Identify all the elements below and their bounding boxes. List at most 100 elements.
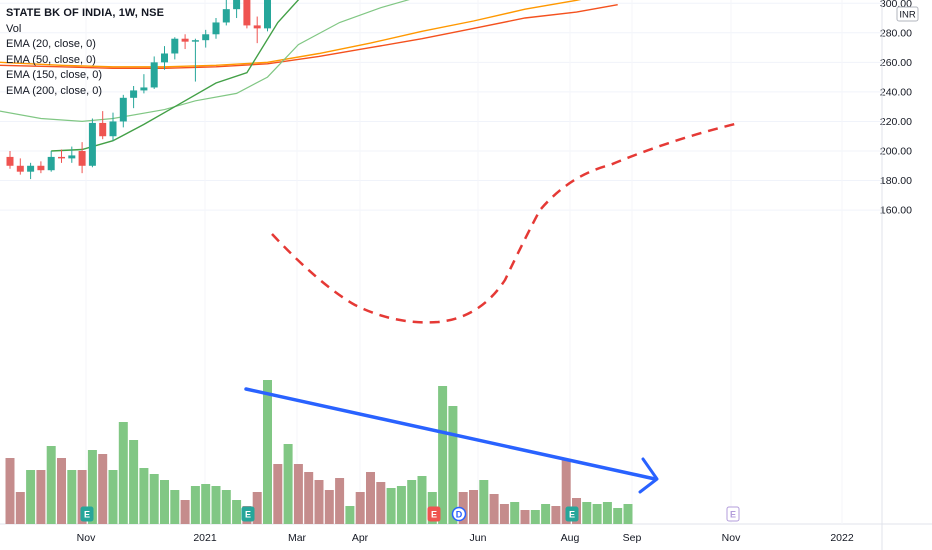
volume-bar xyxy=(510,502,520,524)
volume-bar xyxy=(407,480,417,524)
volume-bar xyxy=(201,484,211,524)
legend-ema50: EMA (50, close, 0) xyxy=(6,53,96,66)
event-marker-label: D xyxy=(456,510,463,520)
volume-bar xyxy=(87,450,97,524)
legend-ema200: EMA (200, close, 0) xyxy=(6,84,102,97)
event-marker-shape xyxy=(565,506,579,522)
volume-bar xyxy=(520,510,530,524)
price-tick-label: 180.00 xyxy=(880,175,912,187)
ema-200-line xyxy=(0,4,618,70)
candle-body xyxy=(264,0,271,29)
volume-arrow-line xyxy=(244,387,657,481)
event-marker-shape xyxy=(451,506,467,522)
volume-bar xyxy=(530,510,540,524)
event-marker-label: E xyxy=(245,510,251,520)
volume-bar xyxy=(108,470,118,524)
price-tick-label: 240.00 xyxy=(880,86,912,98)
volume-bar xyxy=(252,492,262,524)
time-tick-label: 2021 xyxy=(193,532,217,544)
volume-bar xyxy=(592,504,602,524)
volume-bar xyxy=(98,454,108,524)
volume-bar xyxy=(26,470,36,524)
price-tick-label: 260.00 xyxy=(880,57,912,69)
event-marker-label: E xyxy=(569,510,575,520)
ema-20-line xyxy=(51,0,300,152)
candle-body xyxy=(119,97,127,122)
candle-body xyxy=(222,9,230,23)
chart-legend: STATE BK OF INDIA, 1W, NSE Vol EMA (20, … xyxy=(6,6,164,99)
candle-body xyxy=(191,40,199,42)
event-marker-label: E xyxy=(84,510,90,520)
volume-bar xyxy=(376,482,386,524)
volume-bar xyxy=(129,440,139,524)
volume-bar xyxy=(232,500,242,524)
candle-body xyxy=(233,0,241,10)
event-marker: E xyxy=(80,506,94,522)
candle-body xyxy=(68,155,76,159)
volume-bar xyxy=(15,492,25,524)
volume-bar xyxy=(613,508,623,524)
volume-bar xyxy=(396,486,406,524)
event-marker-shape xyxy=(241,506,255,522)
legend-ema150: EMA (150, close, 0) xyxy=(6,69,102,81)
chart-title: STATE BK OF INDIA, 1W, NSE xyxy=(6,7,165,19)
volume-bar xyxy=(273,464,283,524)
candle-body xyxy=(140,87,148,91)
volume-bar xyxy=(77,470,87,524)
time-tick-label: Nov xyxy=(722,532,741,544)
candle-body xyxy=(58,156,65,159)
price-tick-label: 200.00 xyxy=(880,146,912,158)
event-marker-label: E xyxy=(730,510,736,520)
event-marker: E xyxy=(565,506,579,522)
volume-bar xyxy=(458,492,468,524)
volume-bar xyxy=(211,486,221,524)
candle-body xyxy=(47,156,55,171)
volume-bar xyxy=(345,506,355,524)
volume-bar xyxy=(438,386,448,524)
ema-50-line xyxy=(0,0,410,123)
volume-arrow-head xyxy=(638,457,659,494)
volume-bar xyxy=(160,480,169,524)
candle-body xyxy=(6,156,14,166)
candle-body xyxy=(171,38,179,54)
ema-150-line xyxy=(0,0,582,68)
candle-body xyxy=(37,165,45,171)
price-tick-label: 280.00 xyxy=(880,27,912,39)
currency-label: INR xyxy=(899,10,916,21)
time-tick-label: Mar xyxy=(288,532,307,544)
candle-body xyxy=(243,0,251,26)
candle-body xyxy=(109,121,117,137)
volume-bar xyxy=(541,504,551,524)
volume-bar xyxy=(67,470,77,524)
time-tick-label: Sep xyxy=(623,532,642,544)
volume-bar xyxy=(324,490,334,524)
volume-bar xyxy=(36,470,46,524)
volume-bar xyxy=(489,494,499,524)
candle-body xyxy=(130,90,138,98)
event-marker: E xyxy=(427,506,441,522)
time-tick-label: Jun xyxy=(470,532,487,544)
candle-body xyxy=(27,165,35,172)
candle-body xyxy=(88,122,96,166)
event-marker: D xyxy=(451,506,467,522)
volume-bar xyxy=(149,474,159,524)
event-marker: E xyxy=(241,506,255,522)
legend-vol: Vol xyxy=(6,22,22,35)
volume-bar xyxy=(180,500,190,524)
candle-body xyxy=(150,62,158,88)
volume-bar xyxy=(46,446,56,524)
time-tick-label: Apr xyxy=(352,532,369,544)
price-tick-label: 220.00 xyxy=(880,116,912,128)
time-tick-label: Aug xyxy=(561,532,580,544)
event-marker: E xyxy=(726,506,740,522)
volume-bar xyxy=(139,468,149,524)
volume-bar xyxy=(118,422,128,524)
volume-bar xyxy=(499,504,509,524)
volume-bar xyxy=(283,444,293,524)
volume-bar xyxy=(221,490,231,524)
volume-bar xyxy=(57,458,66,524)
volume-bar xyxy=(293,464,303,524)
candle-body xyxy=(212,22,220,35)
volume-bar xyxy=(602,502,612,524)
volume-bar xyxy=(366,472,375,524)
